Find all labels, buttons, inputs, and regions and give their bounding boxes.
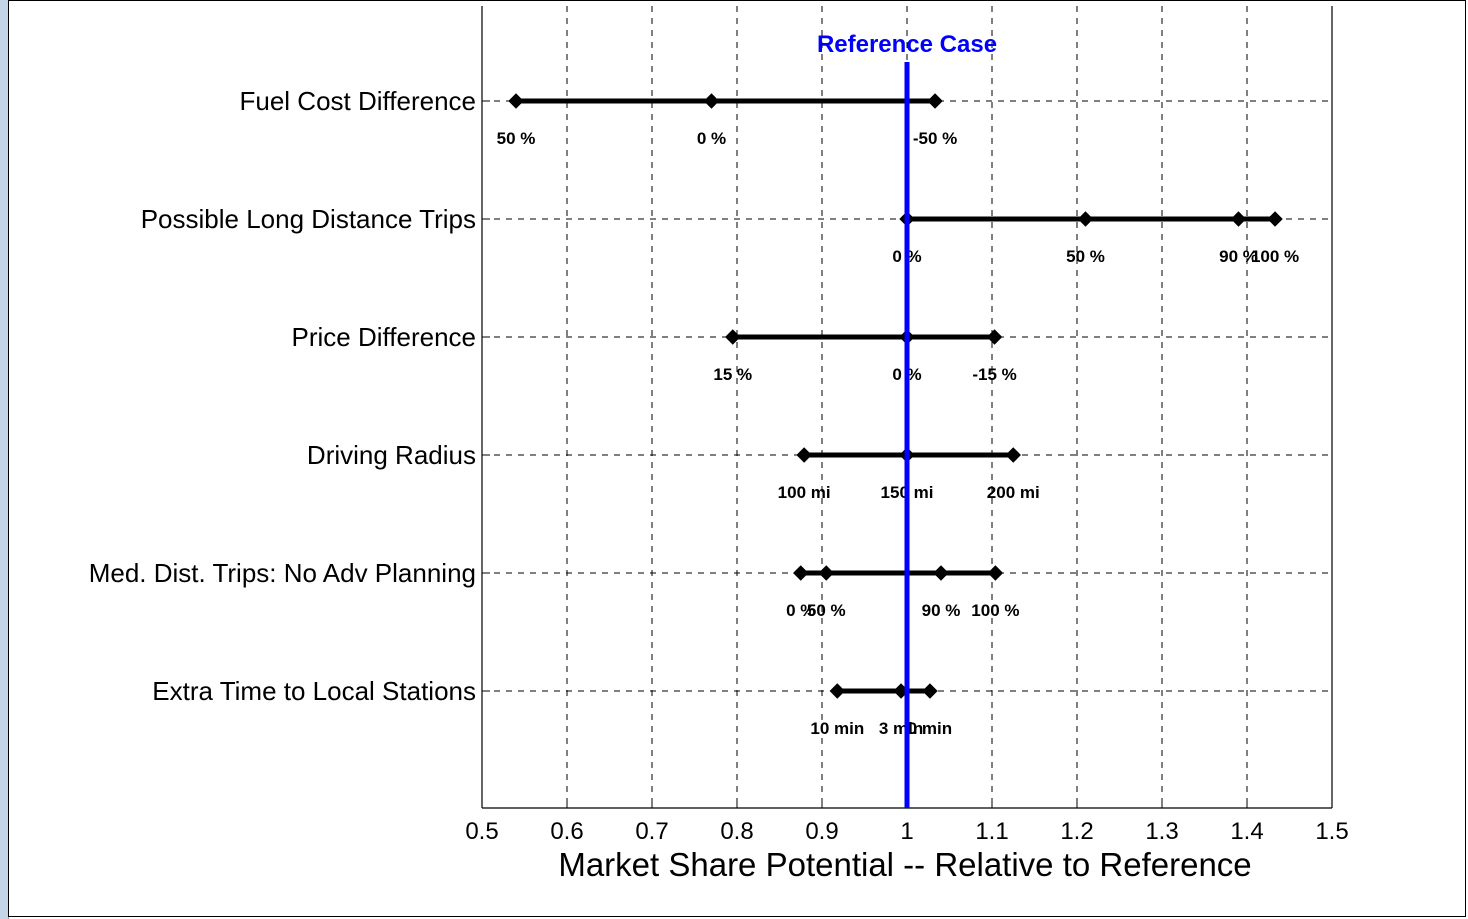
data-point	[933, 565, 949, 581]
x-tick-label: 1.4	[1230, 818, 1263, 845]
data-label: -15 %	[972, 365, 1016, 384]
data-label: 200 mi	[987, 483, 1040, 502]
x-tick-label: 1	[900, 818, 913, 845]
data-point	[1230, 211, 1247, 227]
category-label: Med. Dist. Trips: No Adv Planning	[89, 558, 476, 588]
data-point	[987, 565, 1004, 581]
data-point	[818, 565, 834, 581]
data-label: 90 %	[922, 601, 961, 620]
data-point	[922, 683, 938, 699]
category-label: Driving Radius	[307, 440, 476, 470]
data-point	[796, 447, 812, 463]
x-tick-label: 0.8	[720, 818, 753, 845]
data-point	[1005, 447, 1021, 463]
data-point	[1267, 211, 1283, 227]
data-label: 100 %	[1251, 247, 1299, 266]
category-label: Extra Time to Local Stations	[152, 676, 476, 706]
x-tick-label: 0.6	[550, 818, 583, 845]
x-tick-label: 1.3	[1145, 818, 1178, 845]
x-tick-label: 1.5	[1315, 818, 1348, 845]
data-label: 15 %	[713, 365, 752, 384]
data-point	[986, 329, 1003, 345]
data-point	[927, 93, 943, 109]
data-point	[725, 329, 741, 345]
data-label: 90 %	[1219, 247, 1258, 266]
reference-label: Reference Case	[817, 31, 997, 58]
category-label: Price Difference	[292, 322, 477, 352]
x-tick-label: 1.2	[1060, 818, 1093, 845]
data-label: -50 %	[913, 129, 957, 148]
figure-border	[8, 0, 1466, 917]
data-point	[793, 565, 809, 581]
x-axis-label: Market Share Potential -- Relative to Re…	[558, 846, 1251, 883]
data-point	[703, 93, 720, 109]
data-label: 0 min	[908, 719, 952, 738]
data-label: 0 %	[697, 129, 726, 148]
data-label: 10 min	[810, 719, 864, 738]
data-point	[829, 683, 846, 699]
x-tick-label: 0.9	[805, 818, 838, 845]
x-tick-label: 0.5	[465, 818, 498, 845]
category-label: Fuel Cost Difference	[239, 86, 476, 116]
data-label: 3 min	[879, 719, 923, 738]
data-point	[1077, 211, 1094, 227]
category-label: Possible Long Distance Trips	[141, 204, 476, 234]
data-point	[508, 93, 524, 109]
data-label: 50 %	[497, 129, 536, 148]
data-label: 50 %	[807, 601, 846, 620]
data-label: 50 %	[1066, 247, 1105, 266]
x-tick-label: 1.1	[975, 818, 1008, 845]
x-tick-label: 0.7	[635, 818, 668, 845]
data-label: 0 %	[786, 601, 815, 620]
data-label: 100 mi	[778, 483, 831, 502]
data-label: 100 %	[971, 601, 1019, 620]
